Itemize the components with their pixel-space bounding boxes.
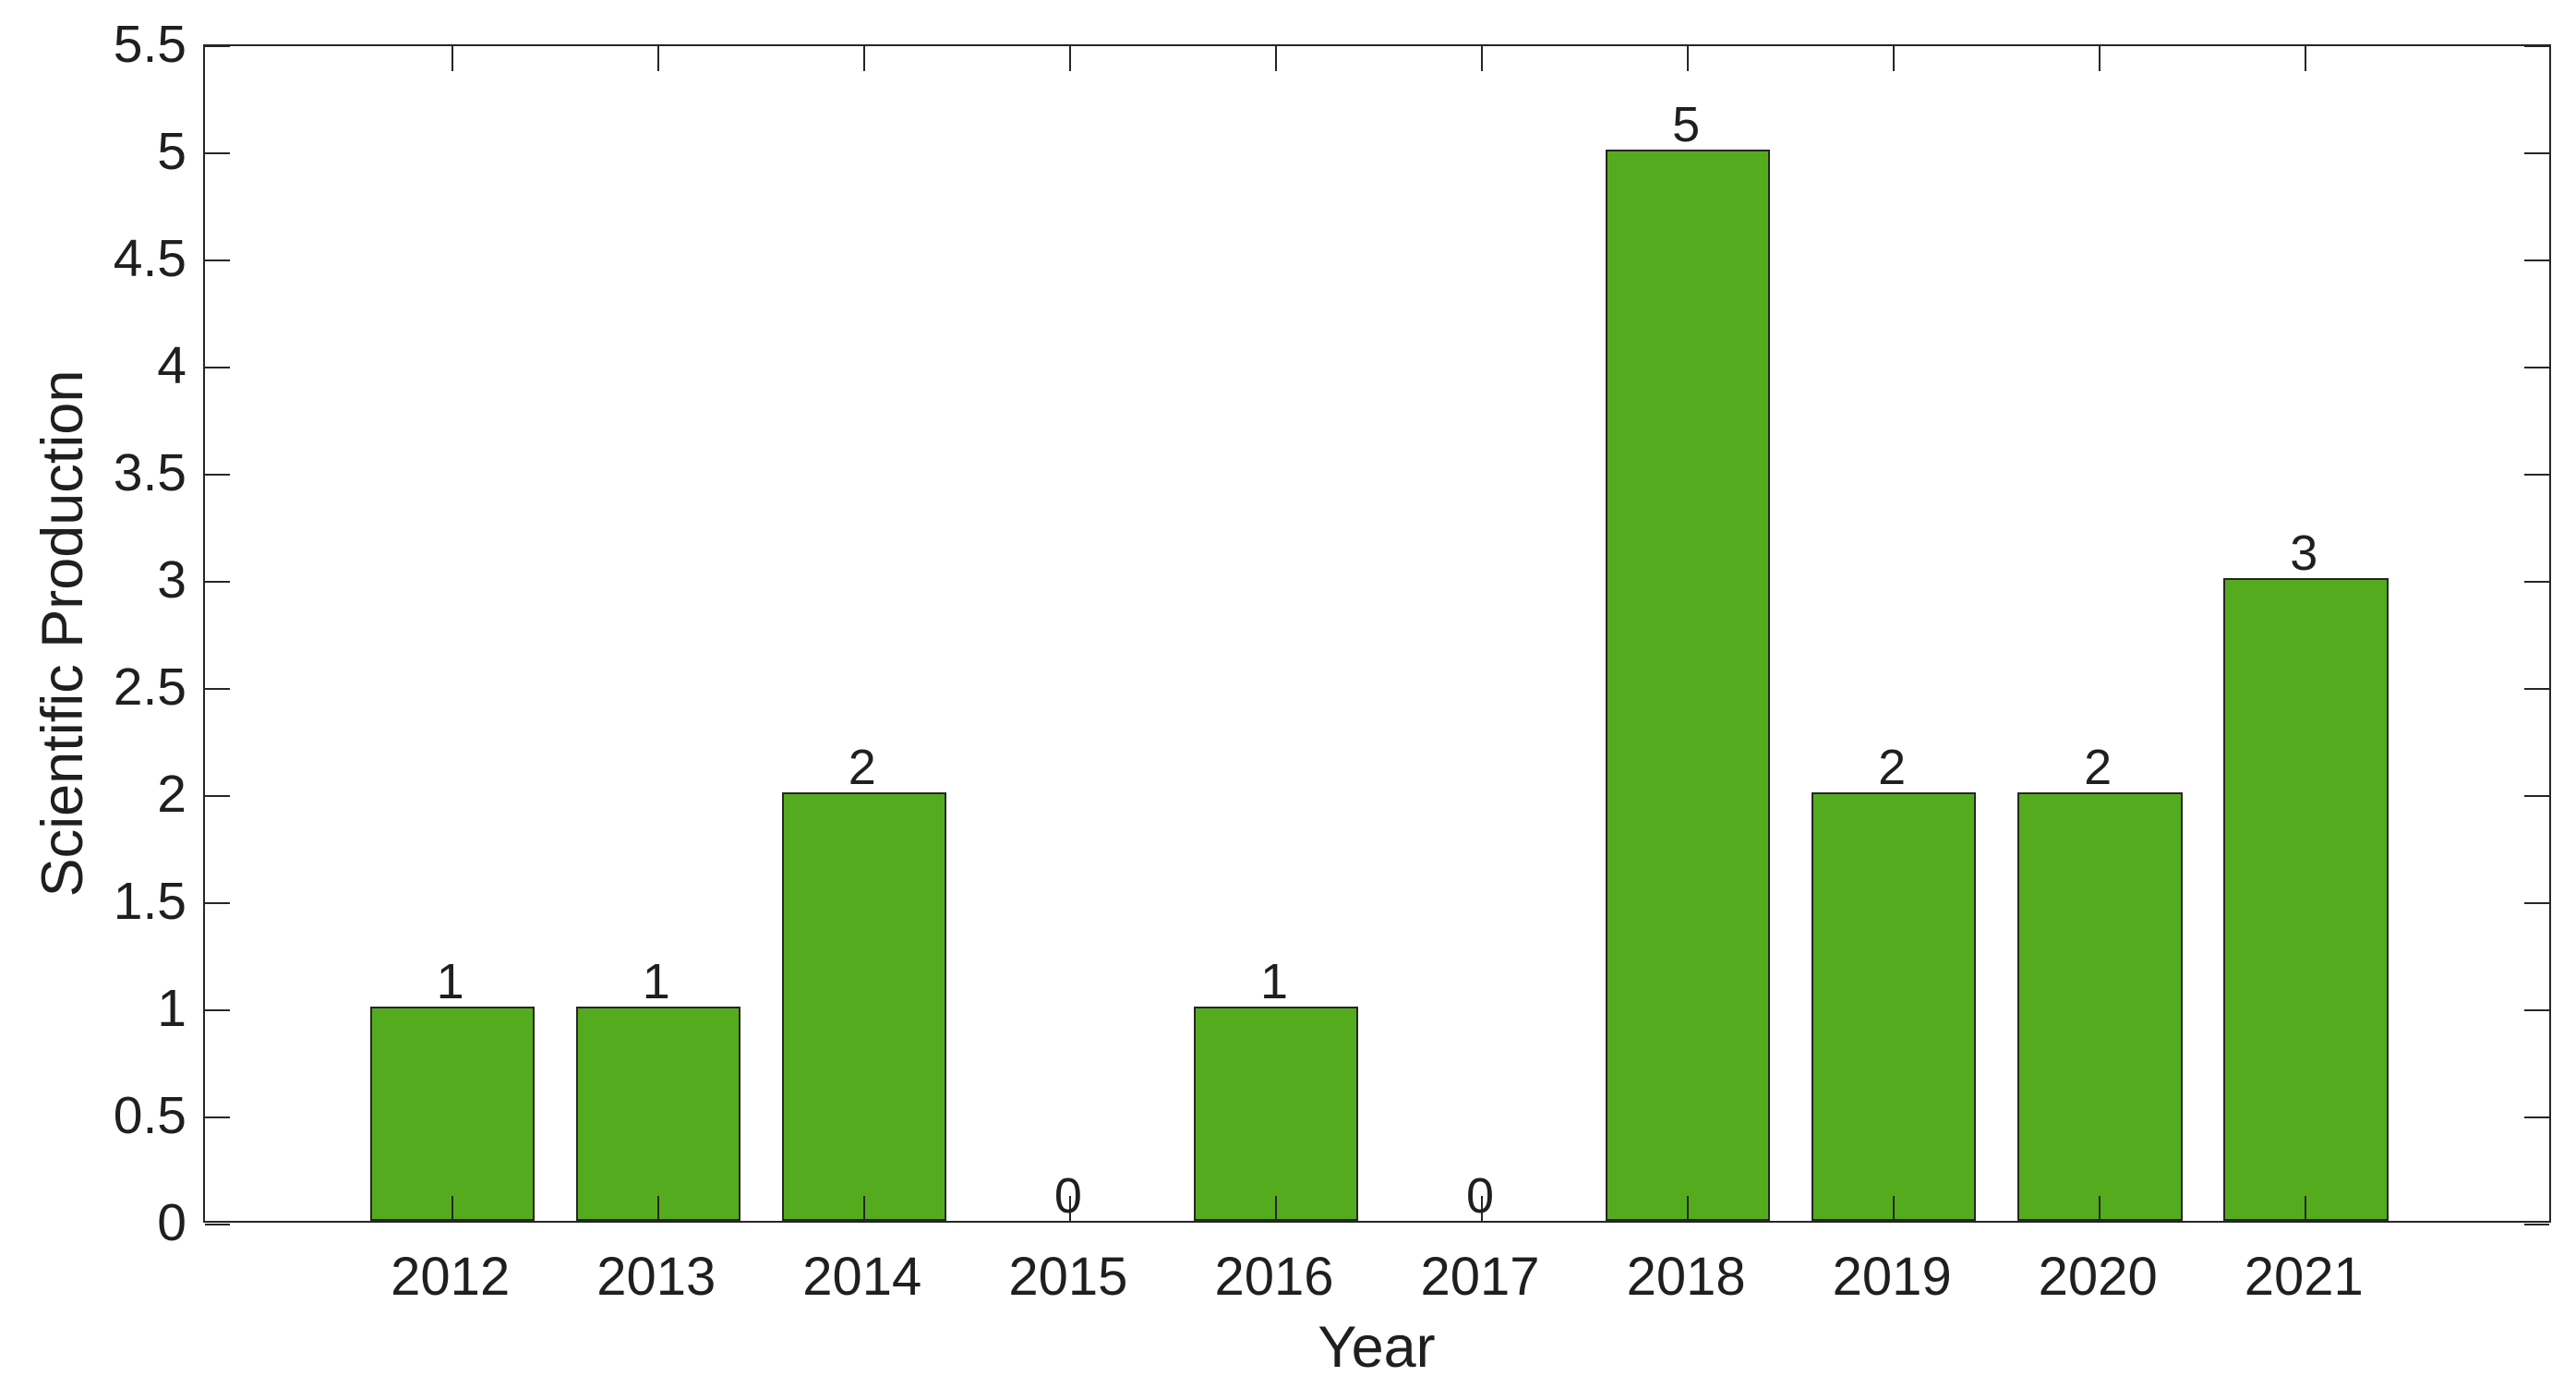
bar-value-label-2018: 5 bbox=[1672, 97, 1701, 152]
y-tick-right-3 bbox=[2524, 581, 2549, 583]
x-tick-top-2014 bbox=[862, 46, 865, 71]
y-tick-label-3: 3 bbox=[157, 549, 187, 609]
bar-value-label-2021: 3 bbox=[2290, 525, 2318, 581]
y-tick-left-5.5 bbox=[205, 45, 230, 47]
bar-value-label-2014: 2 bbox=[848, 740, 876, 795]
x-tick-label-2020: 2020 bbox=[2038, 1247, 2158, 1307]
bar-2013 bbox=[575, 1007, 740, 1221]
y-tick-label-2: 2 bbox=[157, 764, 187, 824]
x-tick-top-2018 bbox=[1687, 46, 1690, 71]
y-tick-right-0 bbox=[2524, 1224, 2549, 1225]
y-tick-label-1: 1 bbox=[157, 978, 187, 1038]
x-tick-bottom-2015 bbox=[1068, 1196, 1071, 1221]
y-tick-left-0.5 bbox=[205, 1116, 230, 1118]
y-tick-label-1.5: 1.5 bbox=[113, 871, 187, 931]
y-tick-right-2 bbox=[2524, 795, 2549, 797]
x-tick-top-2015 bbox=[1068, 46, 1071, 71]
x-tick-label-2018: 2018 bbox=[1626, 1247, 1746, 1307]
x-axis-title: Year bbox=[1318, 1315, 1436, 1380]
plot-area bbox=[203, 44, 2551, 1225]
bar-value-label-2012: 1 bbox=[436, 954, 464, 1009]
x-tick-bottom-2014 bbox=[862, 1196, 865, 1221]
x-tick-bottom-2020 bbox=[2099, 1196, 2101, 1221]
y-tick-left-2 bbox=[205, 795, 230, 797]
x-tick-label-2013: 2013 bbox=[596, 1247, 716, 1307]
y-tick-right-3.5 bbox=[2524, 474, 2549, 476]
y-tick-right-5.5 bbox=[2524, 45, 2549, 47]
x-tick-top-2019 bbox=[1893, 46, 1896, 71]
y-tick-right-0.5 bbox=[2524, 1116, 2549, 1118]
x-tick-bottom-2012 bbox=[451, 1196, 453, 1221]
y-tick-left-1 bbox=[205, 1009, 230, 1011]
x-tick-label-2012: 2012 bbox=[391, 1247, 511, 1307]
x-tick-bottom-2017 bbox=[1481, 1196, 1483, 1221]
bar-2019 bbox=[1811, 792, 1977, 1221]
y-tick-right-2.5 bbox=[2524, 688, 2549, 690]
y-tick-left-3 bbox=[205, 581, 230, 583]
x-tick-label-2015: 2015 bbox=[1008, 1247, 1128, 1307]
x-tick-top-2021 bbox=[2305, 46, 2307, 71]
y-tick-left-3.5 bbox=[205, 474, 230, 476]
bar-value-label-2015: 0 bbox=[1053, 1168, 1082, 1224]
y-tick-label-2.5: 2.5 bbox=[113, 657, 187, 717]
y-tick-left-1.5 bbox=[205, 902, 230, 904]
x-tick-top-2017 bbox=[1481, 46, 1483, 71]
bar-value-label-2016: 1 bbox=[1259, 954, 1289, 1009]
y-tick-right-4.5 bbox=[2524, 259, 2549, 261]
x-tick-bottom-2021 bbox=[2305, 1196, 2307, 1221]
y-tick-right-5 bbox=[2524, 152, 2549, 154]
y-tick-left-0 bbox=[205, 1224, 230, 1225]
bar-2012 bbox=[369, 1007, 535, 1221]
x-tick-bottom-2016 bbox=[1275, 1196, 1277, 1221]
y-tick-left-5 bbox=[205, 152, 230, 154]
y-tick-label-4.5: 4.5 bbox=[113, 228, 187, 288]
y-tick-label-0.5: 0.5 bbox=[113, 1085, 187, 1145]
x-tick-top-2012 bbox=[451, 46, 453, 71]
bar-value-label-2013: 1 bbox=[642, 954, 670, 1009]
bar-2014 bbox=[781, 792, 947, 1221]
x-tick-label-2017: 2017 bbox=[1420, 1247, 1540, 1307]
x-tick-top-2013 bbox=[656, 46, 659, 71]
x-tick-label-2019: 2019 bbox=[1832, 1247, 1952, 1307]
y-tick-label-3.5: 3.5 bbox=[113, 442, 187, 502]
y-tick-left-2.5 bbox=[205, 688, 230, 690]
y-tick-right-1.5 bbox=[2524, 902, 2549, 904]
x-tick-bottom-2019 bbox=[1893, 1196, 1896, 1221]
bar-value-label-2020: 2 bbox=[2084, 740, 2113, 795]
x-tick-label-2021: 2021 bbox=[2244, 1247, 2364, 1307]
x-tick-bottom-2013 bbox=[656, 1196, 659, 1221]
bar-2020 bbox=[2017, 792, 2183, 1221]
y-tick-right-4 bbox=[2524, 367, 2549, 368]
y-tick-label-4: 4 bbox=[157, 335, 187, 395]
bar-value-label-2019: 2 bbox=[1878, 740, 1907, 795]
x-tick-bottom-2018 bbox=[1687, 1196, 1690, 1221]
y-tick-label-0: 0 bbox=[157, 1192, 187, 1252]
y-tick-left-4.5 bbox=[205, 259, 230, 261]
bar-2016 bbox=[1193, 1007, 1359, 1221]
y-tick-right-1 bbox=[2524, 1009, 2549, 1011]
x-tick-top-2016 bbox=[1275, 46, 1277, 71]
bar-2021 bbox=[2223, 578, 2389, 1221]
bar-2018 bbox=[1605, 150, 1771, 1221]
y-tick-left-4 bbox=[205, 367, 230, 368]
y-tick-label-5: 5 bbox=[157, 121, 187, 181]
y-tick-label-5.5: 5.5 bbox=[113, 14, 187, 74]
x-tick-label-2014: 2014 bbox=[802, 1247, 922, 1307]
x-tick-top-2020 bbox=[2099, 46, 2101, 71]
bar-value-label-2017: 0 bbox=[1465, 1168, 1495, 1224]
x-tick-label-2016: 2016 bbox=[1214, 1247, 1334, 1307]
